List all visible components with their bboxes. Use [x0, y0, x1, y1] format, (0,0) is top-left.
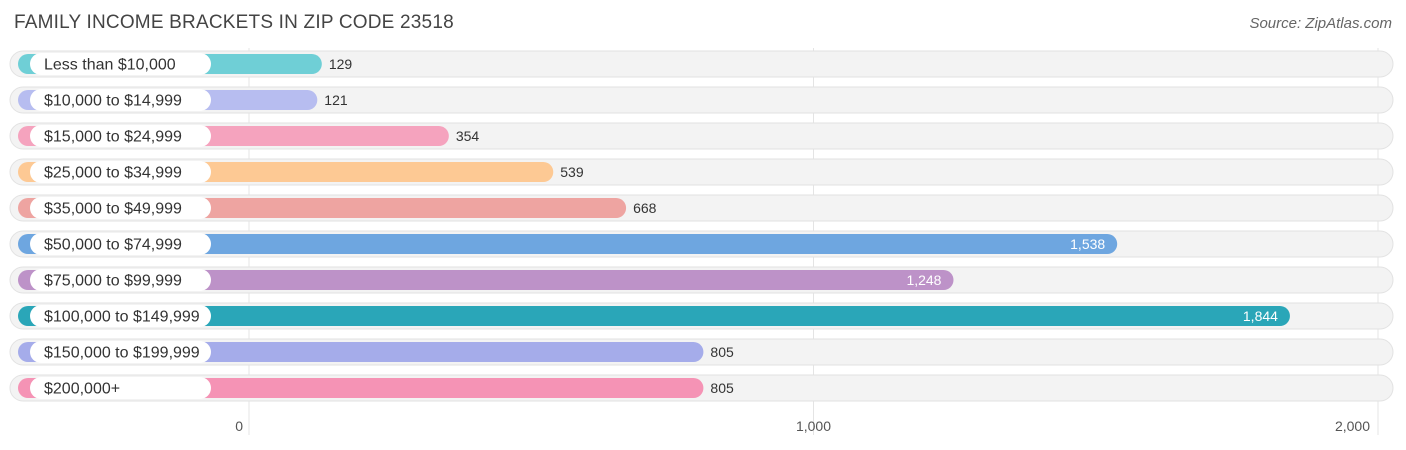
- value-label: 354: [456, 128, 480, 144]
- category-label: $200,000+: [44, 381, 120, 398]
- value-label: 1,844: [1243, 308, 1278, 324]
- category-label: $15,000 to $24,999: [44, 129, 182, 146]
- category-label: $35,000 to $49,999: [44, 201, 182, 218]
- value-label: 668: [633, 200, 657, 216]
- value-label: 129: [329, 56, 353, 72]
- value-label: 1,538: [1070, 236, 1105, 252]
- category-label-pill: [30, 89, 211, 111]
- value-label: 121: [324, 92, 348, 108]
- category-label-pill: [30, 305, 211, 327]
- bar: [18, 234, 1118, 254]
- category-label-pill: [30, 377, 211, 399]
- value-label: 1,248: [906, 272, 941, 288]
- category-label: $10,000 to $14,999: [44, 93, 182, 110]
- x-tick-label: 1,000: [796, 418, 831, 434]
- category-label: $75,000 to $99,999: [44, 273, 182, 290]
- category-label-pill: [30, 197, 211, 219]
- category-label: $50,000 to $74,999: [44, 237, 182, 254]
- row-background: [9, 50, 1394, 78]
- category-label-pill: [30, 161, 211, 183]
- category-label: $100,000 to $149,999: [44, 309, 200, 326]
- x-tick-label: 2,000: [1335, 418, 1370, 434]
- category-label-pill: [30, 53, 211, 75]
- category-label: Less than $10,000: [44, 57, 176, 74]
- category-label: $25,000 to $34,999: [44, 165, 182, 182]
- category-label-pill: [30, 233, 211, 255]
- bar: [18, 306, 1290, 326]
- value-label: 539: [560, 164, 584, 180]
- category-label: $150,000 to $199,999: [44, 345, 200, 362]
- bar: [18, 270, 954, 290]
- chart-title: FAMILY INCOME BRACKETS IN ZIP CODE 23518: [14, 12, 454, 33]
- x-tick-label: 0: [235, 418, 243, 434]
- category-label-pill: [30, 125, 211, 147]
- source-label: Source: ZipAtlas.com: [1249, 15, 1392, 32]
- value-label: 805: [710, 344, 734, 360]
- category-label-pill: [30, 341, 211, 363]
- row-background: [9, 86, 1394, 114]
- value-label: 805: [710, 380, 734, 396]
- category-label-pill: [30, 269, 211, 291]
